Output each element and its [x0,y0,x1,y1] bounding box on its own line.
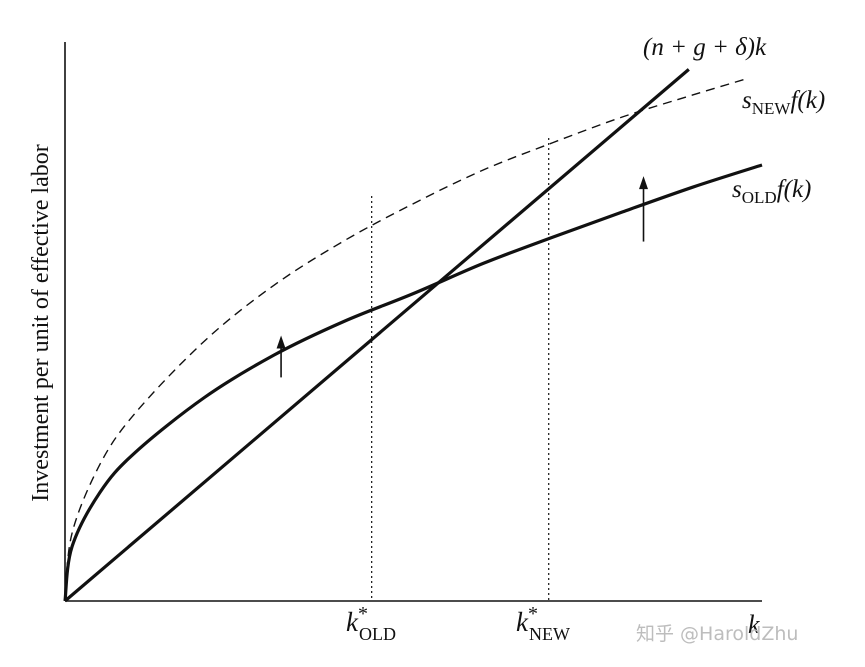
shift-arrow-2-head [639,176,649,190]
shift-arrow-1-head [276,335,286,349]
tick-label-k-old: k* OLD [346,603,396,644]
label-s-new-f-k: sNEWf(k) [742,87,825,118]
label-s-old-f-k: sOLDf(k) [732,176,811,207]
y-axis-label: Investment per unit of effective labor [28,144,54,501]
tick-label-k-new: k* NEW [516,603,570,644]
series-depreciation-line [63,68,690,603]
series-s-new-f-k [64,77,749,602]
x-axis-label: k [748,610,760,639]
label-depreciation-line: (n + g + δ)k [643,34,767,61]
series-s-old-f-k [63,163,763,602]
watermark: 知乎 @HaroldZhu [636,623,798,645]
